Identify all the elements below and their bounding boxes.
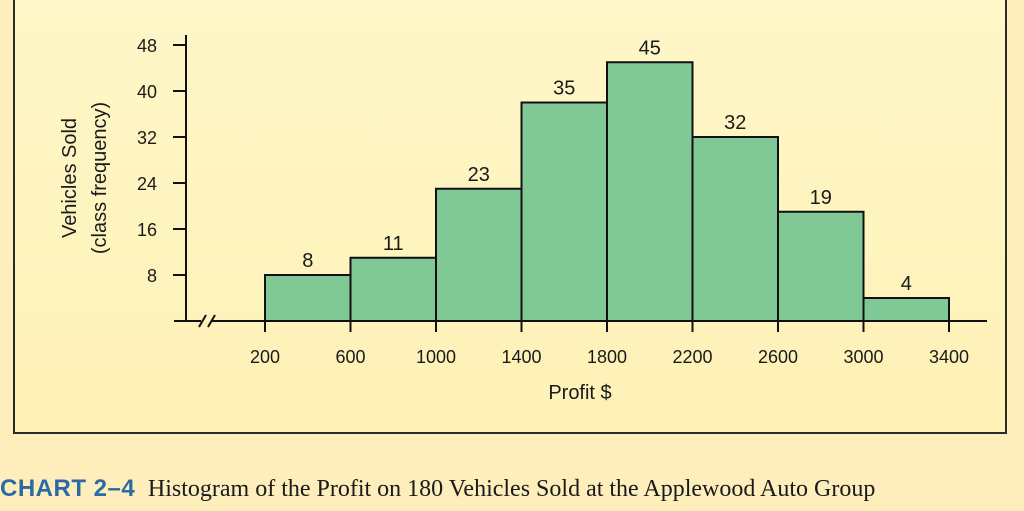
x-tick-label: 1800 bbox=[587, 347, 627, 367]
chart-panel: 8 11 23 35 45 32 19 4 8 16 24 32 40 48 200 600 1000 1400 1… bbox=[13, 0, 1007, 434]
bar-value-label: 4 bbox=[901, 273, 912, 295]
x-tick-label: 1400 bbox=[501, 347, 541, 367]
histogram-bar bbox=[606, 61, 694, 322]
chart-caption: CHART 2–4 Histogram of the Profit on 180… bbox=[0, 475, 1024, 503]
y-tick-label: 40 bbox=[137, 82, 157, 102]
y-axis-title-line: (class frequency) bbox=[89, 102, 111, 254]
y-axis-title: Vehicles Sold (class frequency) bbox=[59, 102, 111, 254]
caption-label: CHART 2–4 bbox=[0, 475, 136, 502]
bar-value-label: 8 bbox=[302, 250, 313, 272]
axis-break-mark bbox=[207, 314, 216, 328]
y-tick-label: 48 bbox=[137, 36, 157, 56]
caption-text: Histogram of the Profit on 180 Vehicles … bbox=[147, 476, 876, 502]
histogram-bar bbox=[691, 136, 779, 322]
histogram-bar bbox=[349, 256, 437, 322]
bar-value-label: 11 bbox=[383, 233, 404, 255]
y-tick-label: 32 bbox=[137, 128, 157, 148]
y-tick-label: 16 bbox=[137, 220, 157, 240]
histogram-bar bbox=[264, 274, 352, 322]
x-tick-label: 3400 bbox=[929, 347, 969, 367]
axis-break-mark bbox=[198, 314, 207, 328]
bar-value-label: 32 bbox=[724, 112, 746, 134]
bar-value-label: 19 bbox=[810, 187, 832, 209]
x-tick-label: 200 bbox=[250, 347, 280, 367]
histogram-bar bbox=[777, 210, 865, 322]
y-tick-label: 24 bbox=[137, 174, 157, 194]
bar-value-label: 35 bbox=[553, 78, 575, 100]
x-tick-label: 2200 bbox=[672, 347, 712, 367]
histogram-bar bbox=[862, 297, 950, 322]
x-tick-label: 3000 bbox=[843, 347, 883, 367]
x-tick-label: 1000 bbox=[416, 347, 456, 367]
histogram-bar bbox=[520, 101, 608, 322]
bar-value-label: 45 bbox=[639, 37, 661, 59]
y-axis-title-line: Vehicles Sold bbox=[59, 118, 81, 238]
histogram-bar bbox=[435, 187, 523, 322]
x-tick-label: 2600 bbox=[758, 347, 798, 367]
bar-value-label: 23 bbox=[468, 164, 490, 186]
x-tick-label: 600 bbox=[335, 347, 365, 367]
y-tick-label: 8 bbox=[147, 266, 157, 286]
x-axis-title: Profit $ bbox=[548, 382, 611, 404]
